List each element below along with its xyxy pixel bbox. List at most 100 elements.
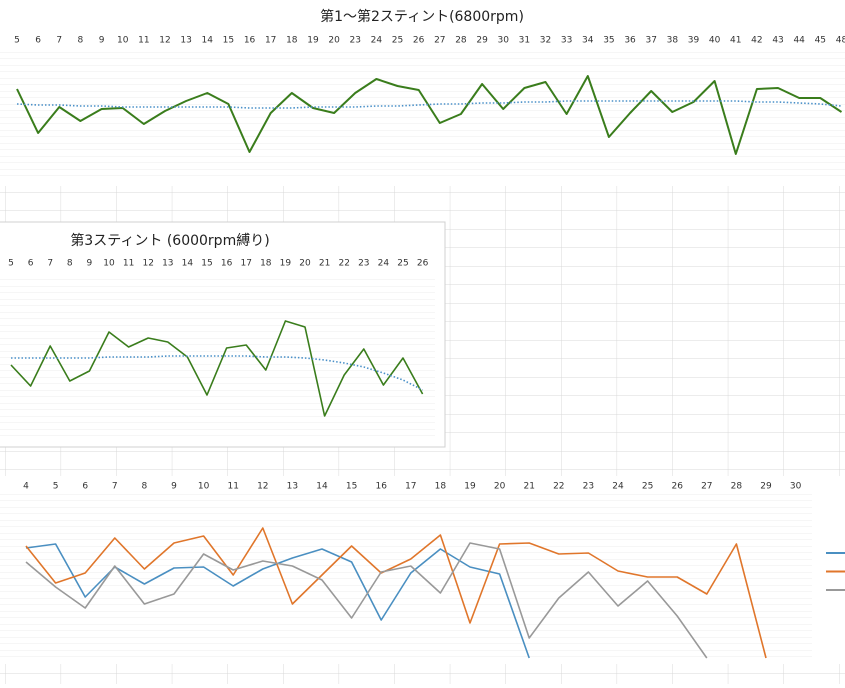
x-tick-label: 23 [350,36,361,46]
x-tick-label: 19 [280,259,292,269]
series-line [16,75,843,155]
x-tick-label: 23 [583,482,594,492]
x-tick-label: 37 [645,36,656,46]
x-tick-label: 13 [180,36,191,46]
x-tick-label: 9 [87,259,93,269]
x-tick-label: 19 [464,482,476,492]
x-tick-label: 5 [8,259,14,269]
x-tick-label: 10 [103,259,115,269]
x-tick-label: 15 [346,482,357,492]
x-tick-label: 24 [378,259,390,269]
x-tick-label: 17 [240,259,251,269]
x-tick-label: 26 [417,259,429,269]
x-tick-label: 26 [671,482,683,492]
minor-grid [0,276,435,438]
x-tick-label: 11 [123,259,134,269]
x-tick-label: 15 [201,259,212,269]
x-tick-label: 20 [328,36,340,46]
x-tick-label: 38 [667,36,679,46]
x-tick-label: 24 [371,36,383,46]
x-tick-label: 17 [405,482,416,492]
series-line [10,320,424,417]
x-tick-label: 14 [182,259,194,269]
x-tick-label: 24 [612,482,624,492]
x-tick-label: 18 [435,482,447,492]
x-tick-label: 11 [227,482,238,492]
x-tick-label: 30 [497,36,509,46]
x-tick-label: 6 [35,36,41,46]
x-tick-label: 39 [688,36,700,46]
x-tick-label: 21 [523,482,534,492]
x-tick-label: 23 [358,259,369,269]
x-tick-label: 5 [14,36,20,46]
x-tick-label: 8 [78,36,84,46]
x-tick-label: 34 [582,36,594,46]
x-tick-label: 6 [28,259,34,269]
x-tick-label: 28 [731,482,743,492]
x-tick-label: 11 [138,36,149,46]
x-tick-label: 7 [47,259,53,269]
series-line [25,527,767,659]
x-tick-label: 13 [162,259,173,269]
x-tick-label: 9 [171,482,177,492]
x-tick-label: 45 [815,36,826,46]
x-tick-label: 41 [730,36,741,46]
x-tick-label: 36 [624,36,636,46]
x-tick-label: 5 [53,482,59,492]
trend-line [16,100,842,109]
x-tick-label: 19 [307,36,319,46]
x-tick-label: 18 [260,259,272,269]
x-tick-label: 16 [221,259,233,269]
x-tick-label: 33 [561,36,572,46]
x-tick-label: 29 [476,36,488,46]
x-tick-label: 15 [223,36,234,46]
x-tick-label: 10 [117,36,129,46]
x-tick-label: 44 [793,36,805,46]
x-tick-label: 27 [701,482,712,492]
trend-line [11,355,423,391]
x-tick-label: 10 [198,482,210,492]
x-tick-label: 12 [142,259,153,269]
x-tick-label: 6 [82,482,88,492]
chart-title: 第3スティント (6000rpm縛り) [70,232,269,249]
minor-grid [0,52,845,182]
x-tick-label: 30 [790,482,802,492]
x-tick-label: 29 [760,482,772,492]
x-tick-label: 7 [56,36,62,46]
x-tick-label: 26 [413,36,425,46]
x-tick-label: 20 [299,259,311,269]
x-tick-label: 27 [434,36,445,46]
x-tick-label: 42 [751,36,762,46]
x-tick-label: 16 [375,482,387,492]
minor-grid [0,492,812,660]
x-tick-label: 43 [772,36,783,46]
x-tick-label: 25 [397,259,408,269]
x-tick-label: 32 [540,36,551,46]
x-tick-label: 7 [112,482,118,492]
series-line [25,542,708,659]
x-tick-label: 4 [23,482,29,492]
x-tick-label: 20 [494,482,506,492]
x-tick-label: 9 [99,36,105,46]
x-tick-label: 21 [319,259,330,269]
x-tick-label: 14 [202,36,214,46]
x-tick-label: 12 [257,482,268,492]
x-tick-label: 18 [286,36,298,46]
x-tick-label: 31 [519,36,530,46]
x-tick-label: 17 [265,36,276,46]
x-tick-label: 22 [553,482,564,492]
x-tick-label: 8 [67,259,73,269]
x-tick-label: 48 [836,36,845,46]
x-tick-label: 40 [709,36,721,46]
x-tick-label: 25 [392,36,403,46]
x-tick-label: 35 [603,36,614,46]
x-tick-label: 28 [455,36,467,46]
x-tick-label: 13 [287,482,298,492]
chart-title: 第1～第2スティント(6800rpm) [320,8,524,25]
x-tick-label: 14 [316,482,328,492]
x-tick-label: 22 [338,259,349,269]
x-tick-label: 8 [142,482,148,492]
x-tick-label: 16 [244,36,256,46]
x-tick-label: 12 [159,36,170,46]
x-tick-label: 25 [642,482,653,492]
